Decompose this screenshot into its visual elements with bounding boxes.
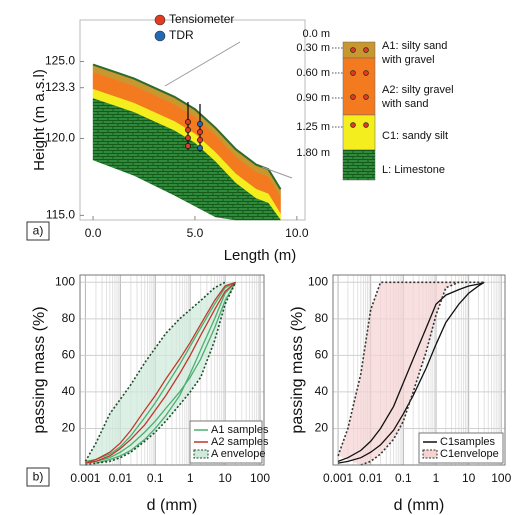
x-tick-label: 0.001	[323, 471, 353, 485]
legend-label: C1envelope	[440, 448, 499, 460]
column-sensor	[363, 94, 369, 100]
legend-label: TDR	[169, 28, 194, 42]
y-axis-label: Height (m a.s.l)	[31, 69, 48, 171]
y-tick-label: 115.0	[46, 208, 75, 222]
envelope-fill	[338, 282, 485, 465]
x-tick-label: 0.1	[395, 471, 412, 485]
instrument-array	[185, 102, 203, 152]
legend-label: C1samples	[440, 436, 496, 448]
depth-leaders	[332, 47, 343, 128]
y-tick-label: 125.0	[45, 54, 75, 68]
y-tick-label: 100	[308, 274, 328, 288]
column-sensor	[350, 122, 356, 128]
envelope-lower	[360, 281, 460, 466]
x-axis-label: Length (m)	[224, 247, 297, 264]
plot-border	[79, 274, 265, 466]
legend-label: A envelope	[211, 448, 265, 460]
y-tick-label: 120.0	[45, 131, 75, 145]
column-layer	[342, 114, 376, 151]
column-sensor	[363, 70, 369, 76]
depth-label: 0.0 m	[302, 28, 330, 40]
y-tick-label: 123.3	[45, 80, 75, 94]
x-tick-label: 0.01	[109, 471, 133, 485]
sample-curve	[85, 281, 236, 462]
column-layer	[342, 57, 376, 116]
x-tick-label: 0.001	[70, 471, 100, 485]
x-axis-label: d (mm)	[147, 497, 198, 514]
sample-curve	[85, 281, 236, 464]
x-tick-label: 0.1	[147, 471, 164, 485]
x-tick-label: 100	[250, 471, 270, 485]
y-tick-label: 60	[62, 348, 76, 362]
leader-line	[164, 41, 241, 87]
layer-label: with sand	[381, 98, 428, 110]
panel-label-box	[26, 221, 50, 241]
x-tick-label: 5.0	[187, 226, 204, 240]
panel-label: a)	[33, 224, 44, 238]
legend-label: A2 samples	[211, 436, 269, 448]
column-sensor	[350, 47, 356, 53]
column-layer	[342, 41, 376, 59]
layer-label: A2: silty gravel	[382, 84, 454, 96]
legend-label: Tensiometer	[169, 12, 234, 26]
layer-hatch	[93, 98, 281, 220]
x-tick-label: 10	[218, 471, 232, 485]
sample-curve	[337, 281, 485, 462]
column-sensor	[350, 94, 356, 100]
layer-hatch	[343, 150, 375, 180]
y-axis-label: passing mass (%)	[289, 306, 306, 433]
depth-label: 1.25 m	[296, 121, 330, 133]
sample-curve	[85, 281, 237, 464]
y-tick-label: 100	[55, 274, 75, 288]
y-tick-label: 40	[315, 384, 329, 398]
plot-border	[332, 274, 506, 466]
leader-line	[261, 166, 293, 179]
column-sensor	[350, 70, 356, 76]
y-tick-label: 20	[315, 421, 329, 435]
legend-marker	[154, 30, 166, 42]
depth-label: 1.80 m	[296, 147, 330, 159]
layer-label: A1: silty sand	[382, 40, 447, 52]
y-tick-label: 40	[62, 384, 76, 398]
depth-label: 0.60 m	[296, 67, 330, 79]
panel-label: b)	[33, 470, 44, 484]
layer-label: C1: sandy silt	[382, 130, 448, 142]
layer-label: L: Limestone	[382, 164, 445, 176]
y-tick-label: 80	[62, 311, 76, 325]
y-tick-label: 20	[62, 421, 76, 435]
column-sensor	[363, 122, 369, 128]
y-tick-label: 80	[315, 311, 329, 325]
x-tick-label: 10	[462, 471, 476, 485]
x-tick-label: 0.01	[359, 471, 383, 485]
layer-label: with gravel	[381, 54, 435, 66]
envelope-upper	[84, 281, 226, 462]
x-axis-label: d (mm)	[394, 497, 445, 514]
sample-curve	[337, 281, 485, 464]
x-tick-label: 0.0	[85, 226, 102, 240]
column-sensor	[363, 47, 369, 53]
depth-label: 0.30 m	[296, 42, 330, 54]
legend-swatch	[193, 449, 209, 459]
y-tick-label: 60	[315, 348, 329, 362]
x-tick-label: 100	[491, 471, 511, 485]
sample-curve	[85, 281, 237, 464]
legend-marker	[154, 14, 166, 26]
x-tick-label: 10.0	[285, 226, 309, 240]
envelope-upper	[337, 281, 485, 457]
panel-label-box	[26, 467, 50, 487]
legend-label: A1 samples	[211, 424, 269, 436]
x-tick-label: 1	[433, 471, 440, 485]
sample-curve	[95, 281, 237, 464]
x-tick-label: 1	[187, 471, 194, 485]
depth-label: 0.90 m	[296, 92, 330, 104]
legend-swatch	[422, 449, 438, 459]
y-axis-label: passing mass (%)	[31, 306, 48, 433]
